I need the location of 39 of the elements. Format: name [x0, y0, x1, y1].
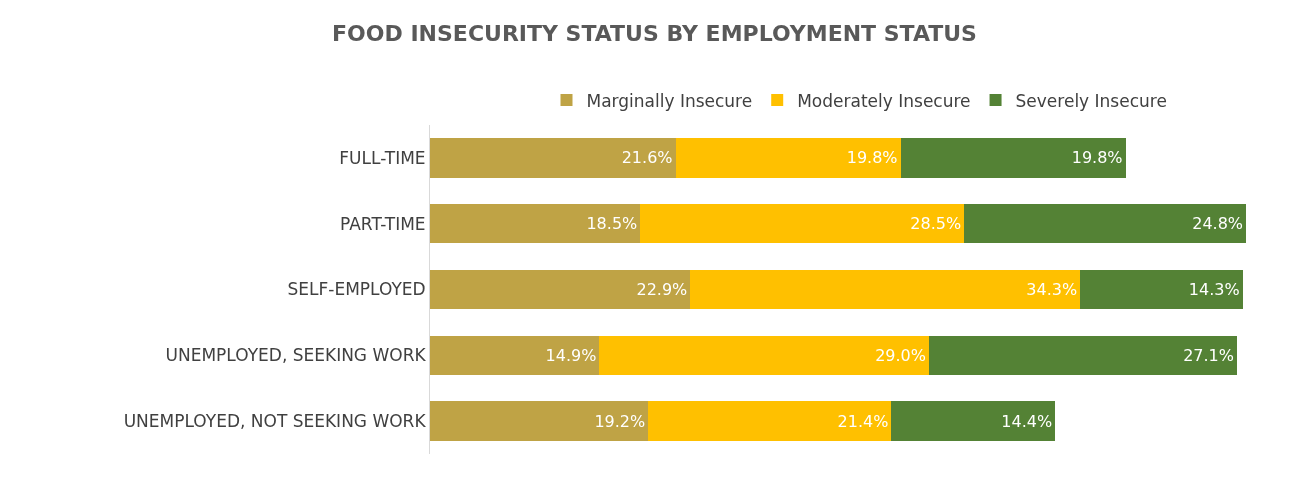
bar [430, 138, 676, 178]
data-label: 22.9% [636, 280, 688, 299]
y-tick-label: PART-TIME [340, 213, 426, 234]
legend-label: Severely Insecure [1015, 90, 1167, 111]
data-label: 28.5% [910, 214, 962, 234]
chart-title: FOOD INSECURITY STATUS BY EMPLOYMENT STATUS [332, 21, 977, 47]
y-tick-label: FULL-TIME [339, 147, 426, 168]
data-label: 14.3% [1188, 280, 1240, 299]
data-label: 19.8% [1071, 148, 1123, 168]
data-label: 24.8% [1192, 214, 1244, 234]
bar [648, 401, 892, 441]
data-label: 27.1% [1183, 345, 1234, 365]
legend-label: Moderately Insecure [797, 90, 971, 111]
data-label: 18.5% [586, 214, 638, 234]
bar [599, 335, 929, 376]
data-label: 21.4% [837, 411, 889, 431]
bar [900, 138, 1126, 178]
y-tick-label: UNEMPLOYED, SEEKING WORK [165, 345, 427, 366]
data-label: 21.6% [621, 148, 673, 168]
bar [1080, 269, 1243, 310]
bar [430, 335, 600, 376]
data-label: 34.3% [1026, 280, 1078, 299]
y-tick-label: SELF-EMPLOYED [287, 279, 426, 300]
bar [964, 203, 1247, 244]
data-label: 19.8% [846, 148, 898, 168]
bar [430, 269, 691, 310]
bar [640, 203, 965, 244]
data-label: 14.9% [545, 345, 597, 365]
bar [690, 269, 1081, 310]
bar [430, 401, 649, 441]
bar [675, 138, 901, 178]
bar [928, 335, 1237, 376]
data-label: 29.0% [875, 345, 926, 365]
y-tick-label: UNEMPLOYED, NOT SEEKING WORK [123, 411, 427, 432]
data-label: 14.4% [1001, 411, 1053, 431]
data-label: 19.2% [594, 411, 646, 431]
bar [891, 401, 1056, 441]
bar [430, 203, 641, 244]
legend-label: Marginally Insecure [586, 90, 753, 111]
